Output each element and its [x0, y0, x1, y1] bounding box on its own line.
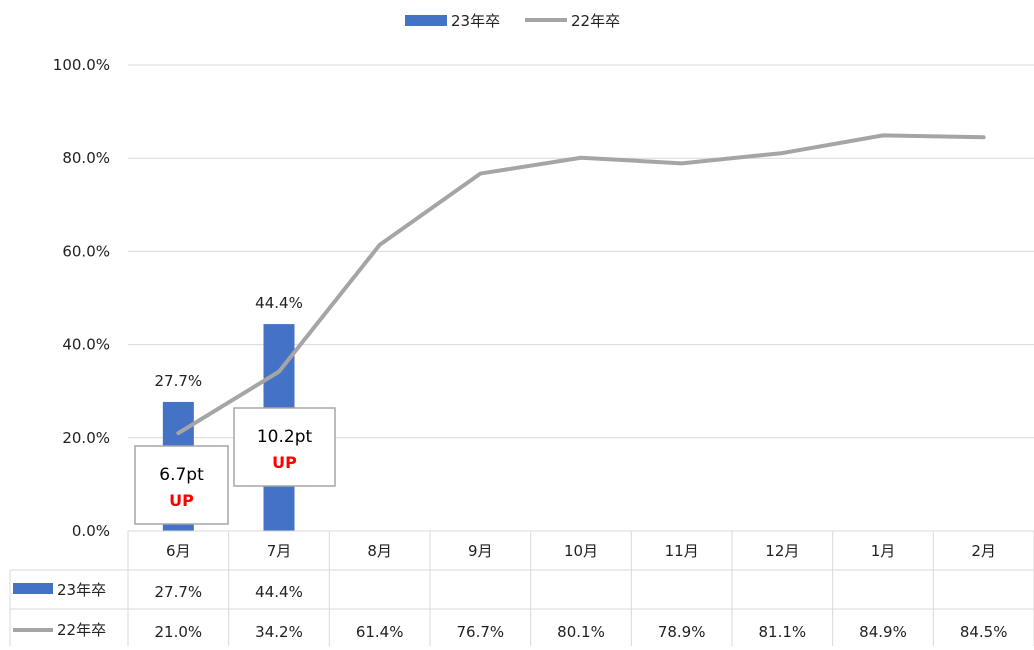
table-cell: 21.0%	[155, 623, 203, 641]
bar-data-label: 44.4%	[255, 294, 303, 312]
legend-label: 23年卒	[451, 12, 500, 30]
table-cell: 78.9%	[658, 623, 706, 641]
annotation-value: 10.2pt	[257, 427, 313, 447]
annotation-up: UP	[169, 491, 194, 510]
y-tick-label: 20.0%	[62, 429, 110, 447]
table-series-name: 23年卒	[57, 581, 106, 599]
table-cell: 44.4%	[255, 583, 303, 601]
y-tick-label: 40.0%	[62, 336, 110, 354]
legend-key-bar	[405, 15, 447, 26]
bar-data-label: 27.7%	[155, 372, 203, 390]
y-tick-label: 100.0%	[53, 56, 110, 74]
x-tick-label: 11月	[665, 542, 699, 560]
x-tick-label: 2月	[971, 542, 996, 560]
legend-label: 22年卒	[571, 12, 620, 30]
x-tick-label: 9月	[468, 542, 493, 560]
y-tick-label: 60.0%	[62, 242, 110, 260]
table-cell: 84.9%	[859, 623, 907, 641]
annotation-up: UP	[272, 453, 297, 472]
annotation-value: 6.7pt	[159, 465, 204, 485]
table-legend-key-bar	[13, 583, 53, 594]
table-cell: 76.7%	[457, 623, 505, 641]
x-tick-label: 1月	[871, 542, 896, 560]
table-cell: 84.5%	[960, 623, 1008, 641]
table-cell: 80.1%	[557, 623, 605, 641]
table-cell: 34.2%	[255, 623, 303, 641]
annotation-box	[234, 408, 335, 486]
x-tick-label: 10月	[564, 542, 598, 560]
y-tick-label: 0.0%	[72, 522, 110, 540]
x-tick-label: 12月	[765, 542, 799, 560]
table-cell: 27.7%	[155, 583, 203, 601]
table-cell: 81.1%	[759, 623, 807, 641]
x-tick-label: 6月	[166, 542, 191, 560]
x-tick-label: 8月	[367, 542, 392, 560]
x-tick-label: 7月	[267, 542, 292, 560]
annotation-box	[135, 446, 228, 524]
table-series-name: 22年卒	[57, 621, 106, 639]
y-tick-label: 80.0%	[62, 149, 110, 167]
line-22年卒	[178, 135, 983, 433]
table-cell: 61.4%	[356, 623, 404, 641]
